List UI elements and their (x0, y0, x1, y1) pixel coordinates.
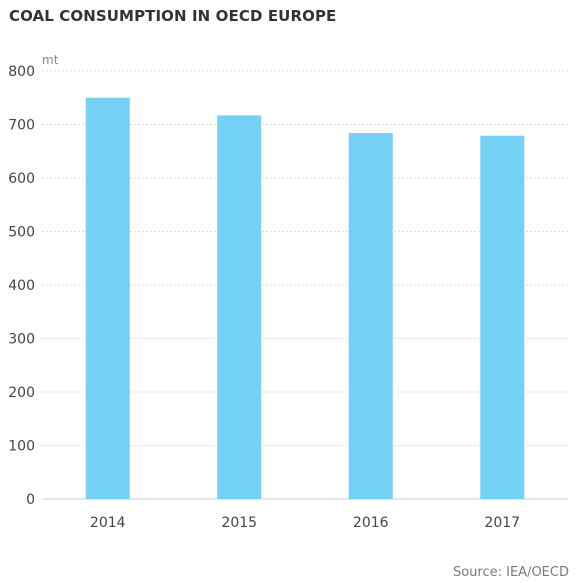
source-note: Source: IEA/OECD (452, 565, 569, 580)
bar-2014 (85, 97, 130, 499)
y-axis-unit-label: mt (42, 53, 59, 67)
y-tick-label: 500 (8, 225, 35, 241)
x-tick-label: 2015 (221, 515, 257, 531)
bar-2015 (217, 115, 262, 499)
y-tick-label: 100 (8, 439, 35, 455)
bar-2017 (480, 135, 525, 500)
y-tick-label: 400 (8, 278, 35, 294)
x-tick-label: 2016 (353, 515, 389, 531)
bars (85, 97, 525, 500)
x-axis-tick-labels: 2014 2015 2016 2017 (90, 515, 520, 531)
x-tick-label: 2014 (90, 515, 126, 531)
y-tick-label: 300 (8, 332, 35, 348)
y-tick-label: 700 (8, 118, 35, 134)
y-tick-label: 0 (26, 492, 35, 508)
y-tick-label: 200 (8, 385, 35, 401)
y-axis-tick-labels: 0 100 200 300 400 500 600 700 800 (8, 64, 35, 508)
bar-2016 (348, 133, 393, 499)
y-tick-label: 600 (8, 171, 35, 187)
chart-title: COAL CONSUMPTION IN OECD EUROPE (9, 7, 337, 25)
x-tick-label: 2017 (484, 515, 520, 531)
y-tick-label: 800 (8, 64, 35, 80)
